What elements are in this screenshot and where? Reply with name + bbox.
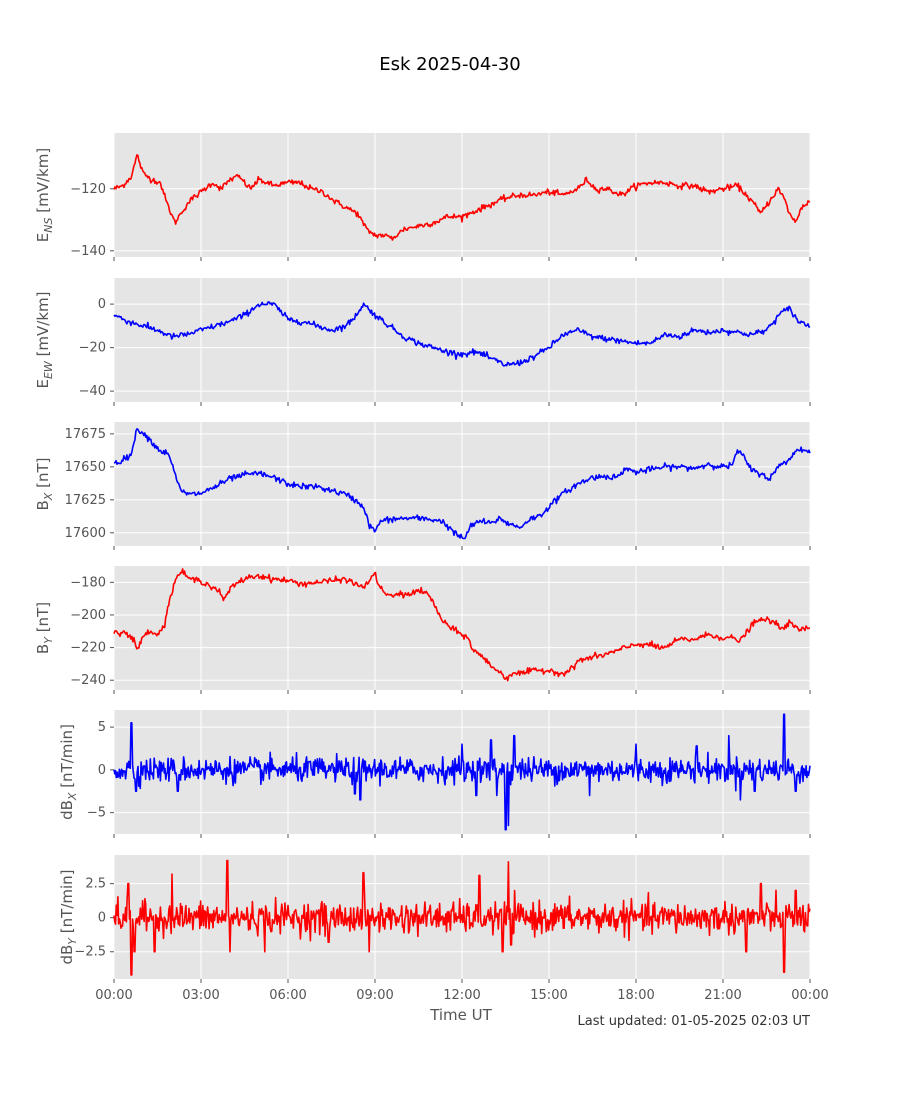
y-tick-label: −5 xyxy=(87,806,106,821)
y-tick-label: 2.5 xyxy=(85,877,106,892)
y-tick-label: −20 xyxy=(79,341,106,356)
x-tick-label: 21:00 xyxy=(704,988,741,1003)
chart-title: Esk 2025-04-30 xyxy=(379,54,521,75)
y-axis-label: dBX [nT/min] xyxy=(58,724,79,820)
y-tick-label: −180 xyxy=(70,575,106,590)
x-tick-label: 09:00 xyxy=(356,988,393,1003)
y-tick-label: −120 xyxy=(70,182,106,197)
y-tick-label: 17625 xyxy=(65,493,106,508)
y-tick-label: 0 xyxy=(98,763,106,778)
panel-1: −120 −140 ENS [mV/km] xyxy=(34,133,811,261)
y-tick-label: −140 xyxy=(70,244,106,259)
y-tick-label: 0 xyxy=(98,911,106,926)
x-tick-label: 06:00 xyxy=(269,988,306,1003)
series-line xyxy=(113,301,811,367)
panel-3: 17675 17650 17625 17600 BX [nT] xyxy=(34,422,811,550)
x-tick-label: 12:00 xyxy=(443,988,480,1003)
y-axis-label: BY [nT] xyxy=(34,602,55,654)
series-line xyxy=(113,568,811,682)
x-tick-label: 15:00 xyxy=(530,988,567,1003)
x-tick-label: 18:00 xyxy=(617,988,654,1003)
panel-4: −180 −200 −220 −240 BY [nT] xyxy=(34,566,811,694)
y-tick-label: 17600 xyxy=(65,526,106,541)
y-axis-label: BX [nT] xyxy=(34,458,55,511)
x-tick-label: 00:00 xyxy=(95,988,132,1003)
y-tick-label: −240 xyxy=(70,673,106,688)
series-line xyxy=(113,713,811,831)
y-axis-label: EEW [mV/km] xyxy=(34,291,55,388)
y-tick-label: 17675 xyxy=(65,427,106,442)
x-tick-label: 00:00 xyxy=(791,988,828,1003)
chart-panels: −120 −140 ENS [mV/km] 0 −20 −40 EEW [mV/km] 176… xyxy=(34,133,811,983)
series-line xyxy=(113,859,811,976)
x-axis-label: Time UT xyxy=(429,1006,492,1024)
y-tick-label: −220 xyxy=(70,641,106,656)
last-updated-text: Last updated: 01-05-2025 02:03 UT xyxy=(577,1014,810,1029)
x-tick-label: 03:00 xyxy=(182,988,219,1003)
y-tick-label: 5 xyxy=(98,720,106,735)
x-axis: 00:00 03:00 06:00 09:00 12:00 15:00 18:00 21:00… xyxy=(95,988,828,1003)
y-tick-label: −40 xyxy=(79,384,106,399)
y-axis-label: dBY [nT/min] xyxy=(58,869,79,964)
series-line xyxy=(113,428,811,540)
y-tick-label: −200 xyxy=(70,608,106,623)
y-tick-label: 17650 xyxy=(65,460,106,475)
y-axis-label: ENS [mV/km] xyxy=(34,148,55,242)
y-tick-label: 0 xyxy=(98,297,106,312)
panel-2: 0 −20 −40 EEW [mV/km] xyxy=(34,278,811,406)
series-line xyxy=(113,154,811,241)
y-tick-label: −2.5 xyxy=(74,945,106,960)
panel-5: 5 0 −5 dBX [nT/min] xyxy=(58,710,811,838)
